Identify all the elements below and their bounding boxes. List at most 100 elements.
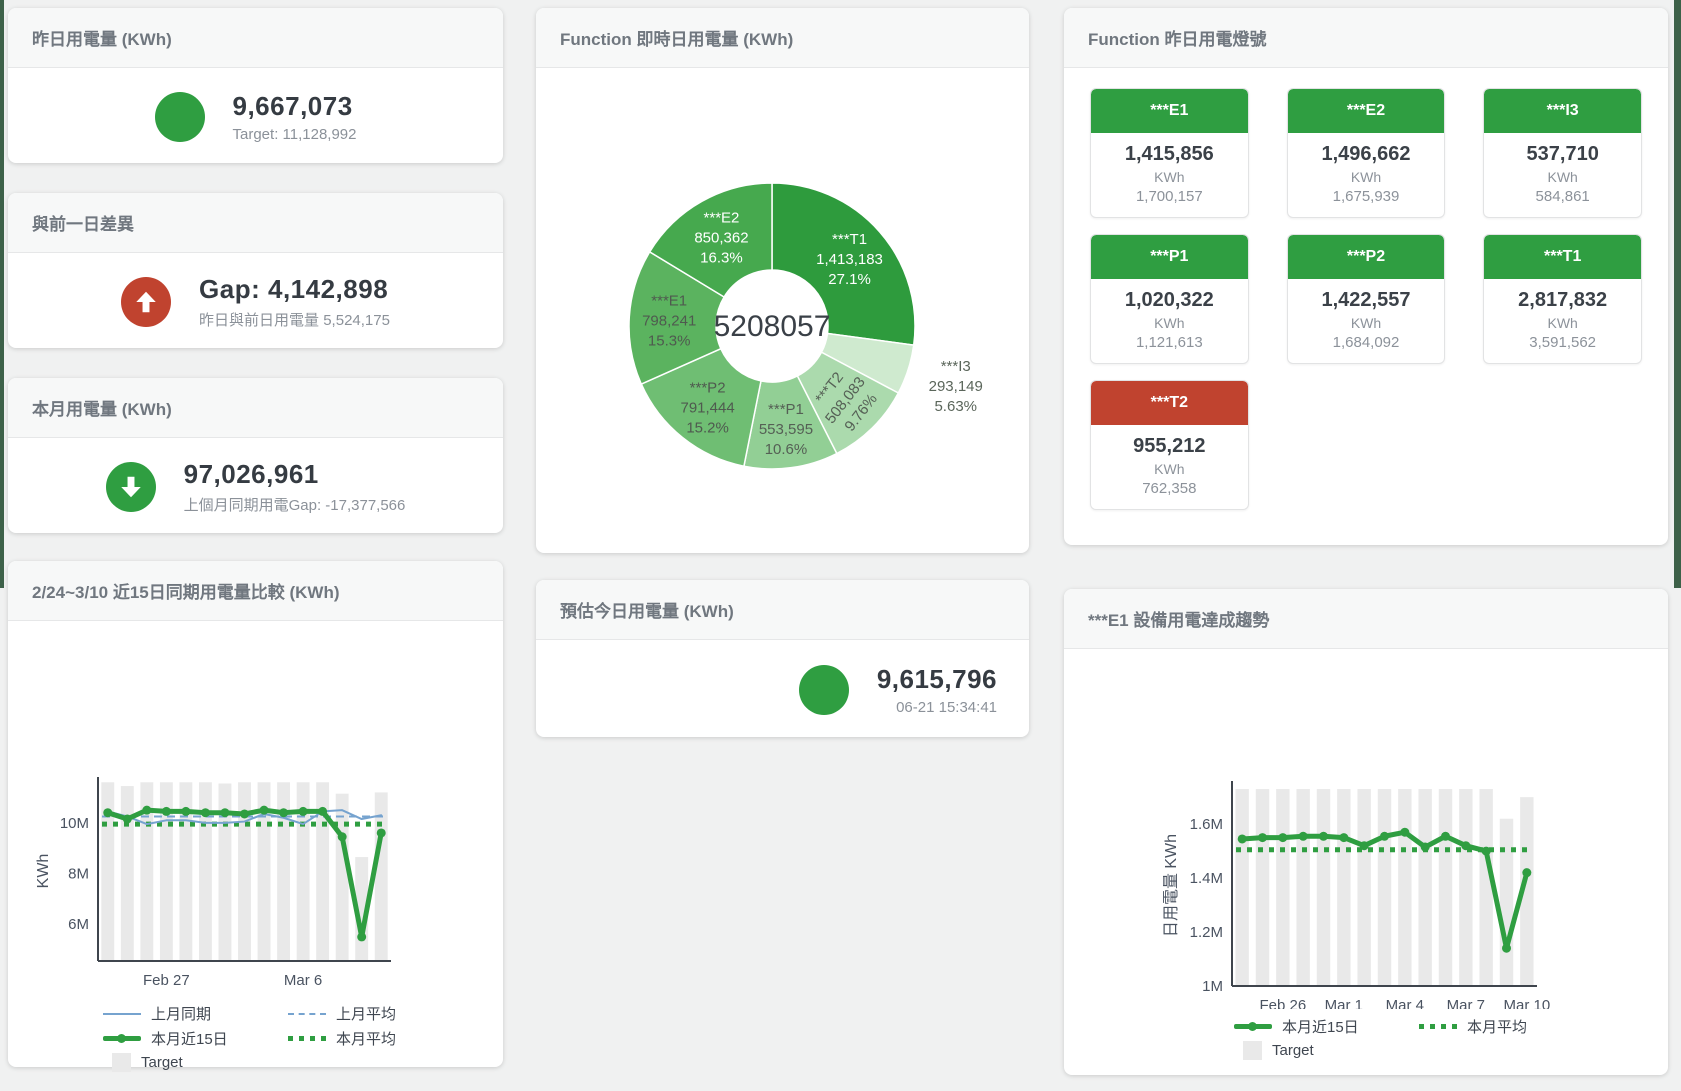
light-card: ***T1 2,817,832 KWh 3,591,562 xyxy=(1483,234,1642,364)
arrow-down-icon xyxy=(105,461,156,512)
comparison-chart[interactable]: 6M 8M 10M Feb 27 Mar 6 KWh xyxy=(8,621,503,996)
legend-label: 本月近15日 xyxy=(151,1031,228,1048)
e1-trend-chart[interactable]: 1M 1.2M 1.4M 1.6M Feb 26 Mar 1 Mar 4 Mar 7 Mar 1… xyxy=(1064,649,1668,1014)
svg-text:KWh: KWh xyxy=(35,854,52,889)
comparison-chart-legend: 上月同期 上月平均 本月近15日 本月平均 xyxy=(103,1003,503,1072)
svg-text:日用電量 KWh: 日用電量 KWh xyxy=(1163,834,1180,937)
card-header: Function 即時日用電量 (KWh) xyxy=(536,8,1029,68)
svg-text:1.4M: 1.4M xyxy=(1190,870,1223,887)
page-edge-left xyxy=(0,0,4,588)
card-title: Function 即時日用電量 (KWh) xyxy=(560,30,794,49)
e1-trend-chart-card: ***E1 設備用電達成趨勢 1M 1.2M 1.4M 1.6M Feb 26 Mar 1… xyxy=(1064,589,1668,1075)
light-card-value: 1,020,322 xyxy=(1124,289,1214,311)
legend-item-target[interactable]: Target xyxy=(103,1053,288,1072)
light-card: ***E1 1,415,856 KWh 1,700,157 xyxy=(1090,88,1249,218)
status-circle xyxy=(798,664,849,715)
gray-box-swatch xyxy=(1243,1041,1262,1060)
card-title: 預估今日用電量 (KWh) xyxy=(560,602,734,621)
light-card-secondary: 1,684,092 xyxy=(1332,334,1400,351)
card-header: 本月用電量 (KWh) xyxy=(8,378,503,438)
legend-label: 上月平均 xyxy=(336,1006,397,1023)
legend-item-prev-month-avg[interactable]: 上月平均 xyxy=(288,1003,503,1024)
card-header: 預估今日用電量 (KWh) xyxy=(536,580,1029,640)
light-card-value: 1,422,557 xyxy=(1321,289,1411,311)
light-card-unit: KWh xyxy=(1547,315,1578,331)
svg-text:Mar 7: Mar 7 xyxy=(1447,997,1485,1009)
light-card: ***I3 537,710 KWh 584,861 xyxy=(1483,88,1642,218)
card-title: 昨日用電量 (KWh) xyxy=(32,30,172,49)
legend-label: Target xyxy=(141,1054,183,1071)
svg-text:Feb 27: Feb 27 xyxy=(143,972,190,989)
light-card-unit: KWh xyxy=(1154,315,1185,331)
realtime-donut-card: Function 即時日用電量 (KWh) ***T1 1,413,183 27.1… xyxy=(536,8,1029,553)
light-card-label: ***P1 xyxy=(1091,235,1248,279)
page-edge-right xyxy=(1674,0,1681,588)
light-card: ***P2 1,422,557 KWh 1,684,092 xyxy=(1286,234,1446,364)
arrow-up-icon xyxy=(121,276,172,327)
light-card-label: ***P2 xyxy=(1287,235,1445,279)
legend-item-this-month-avg[interactable]: 本月平均 xyxy=(288,1028,503,1049)
blue-dashed-swatch xyxy=(288,1012,326,1015)
svg-text:1.6M: 1.6M xyxy=(1190,816,1223,833)
green-dotted-swatch xyxy=(288,1036,326,1041)
kpi-card-estimate-today: 預估今日用電量 (KWh) 9,615,796 06-21 15:34:41 xyxy=(536,580,1029,737)
gray-box-swatch xyxy=(112,1053,131,1072)
light-card-secondary: 1,675,939 xyxy=(1332,188,1400,205)
traffic-lights-grid: ***E1 1,415,856 KWh 1,700,157 ***E2 1,49… xyxy=(1064,68,1668,530)
light-card-secondary: 584,861 xyxy=(1535,188,1590,205)
card-header: 與前一日差異 xyxy=(8,193,503,253)
kpi-card-yesterday: 昨日用電量 (KWh) 9,667,073 Target: 11,128,992 xyxy=(8,8,503,163)
e1-trend-legend: 本月近15日 本月平均 Target xyxy=(1234,1016,1668,1060)
kpi-subtitle: 昨日與前日用電量 5,524,175 xyxy=(199,311,390,329)
legend-label: 上月同期 xyxy=(151,1006,212,1023)
green-dotted-swatch xyxy=(1419,1024,1457,1029)
svg-text:10M: 10M xyxy=(60,815,89,832)
light-card-label: ***T2 xyxy=(1091,381,1248,425)
legend-label: 本月平均 xyxy=(336,1031,397,1048)
kpi-subtitle: Target: 11,128,992 xyxy=(232,125,357,143)
light-card-unit: KWh xyxy=(1350,315,1382,331)
realtime-donut-chart[interactable]: ***T1 1,413,183 27.1%***I3 293,149 5.63%***T… xyxy=(536,68,1029,556)
light-card-label: ***T1 xyxy=(1484,235,1641,279)
svg-text:8M: 8M xyxy=(68,866,89,883)
light-card-label: ***E1 xyxy=(1091,89,1248,133)
green-line-swatch xyxy=(103,1034,141,1043)
svg-text:Feb 26: Feb 26 xyxy=(1259,997,1306,1009)
card-title: 本月用電量 (KWh) xyxy=(32,400,172,419)
light-card-label: ***I3 xyxy=(1484,89,1641,133)
light-card-secondary: 762,358 xyxy=(1142,480,1197,497)
legend-item-this-month-avg[interactable]: 本月平均 xyxy=(1419,1016,1668,1037)
legend-item-this-month[interactable]: 本月近15日 xyxy=(103,1028,288,1049)
light-card-secondary: 1,121,613 xyxy=(1135,334,1203,351)
svg-text:Mar 6: Mar 6 xyxy=(284,972,322,989)
light-card-value: 955,212 xyxy=(1133,435,1206,457)
svg-text:Mar 4: Mar 4 xyxy=(1386,997,1424,1009)
kpi-card-gap-prev-day: 與前一日差異 Gap: 4,142,898 昨日與前日用電量 5,524,175 xyxy=(8,193,503,348)
light-card-value: 1,415,856 xyxy=(1124,143,1214,165)
card-title: 2/24~3/10 近15日同期用電量比較 (KWh) xyxy=(32,583,340,602)
legend-item-target[interactable]: Target xyxy=(1234,1041,1419,1060)
light-card-value: 1,496,662 xyxy=(1321,143,1411,165)
legend-label: 本月近15日 xyxy=(1282,1019,1359,1036)
light-card: ***P1 1,020,322 KWh 1,121,613 xyxy=(1090,234,1249,364)
card-title: 與前一日差異 xyxy=(32,215,134,234)
light-card-unit: KWh xyxy=(1547,169,1578,185)
status-circle xyxy=(154,91,205,142)
light-card-secondary: 3,591,562 xyxy=(1529,334,1597,351)
svg-text:Mar 10: Mar 10 xyxy=(1503,997,1550,1009)
light-card-value: 537,710 xyxy=(1526,143,1599,165)
light-card-unit: KWh xyxy=(1154,461,1185,477)
light-card-label: ***E2 xyxy=(1287,89,1445,133)
svg-text:1.2M: 1.2M xyxy=(1190,924,1223,941)
svg-text:Mar 1: Mar 1 xyxy=(1325,997,1363,1009)
comparison-chart-card: 2/24~3/10 近15日同期用電量比較 (KWh) 6M 8M 10M Feb 2… xyxy=(8,561,503,1072)
kpi-value: Gap: 4,142,898 xyxy=(199,273,389,304)
light-card-unit: KWh xyxy=(1154,169,1185,185)
svg-text:6M: 6M xyxy=(68,916,89,933)
legend-item-prev-month[interactable]: 上月同期 xyxy=(103,1003,288,1024)
legend-item-this-month[interactable]: 本月近15日 xyxy=(1234,1016,1419,1037)
card-title: ***E1 設備用電達成趨勢 xyxy=(1088,611,1270,630)
light-card-unit: KWh xyxy=(1350,169,1382,185)
legend-label: 本月平均 xyxy=(1467,1019,1528,1036)
